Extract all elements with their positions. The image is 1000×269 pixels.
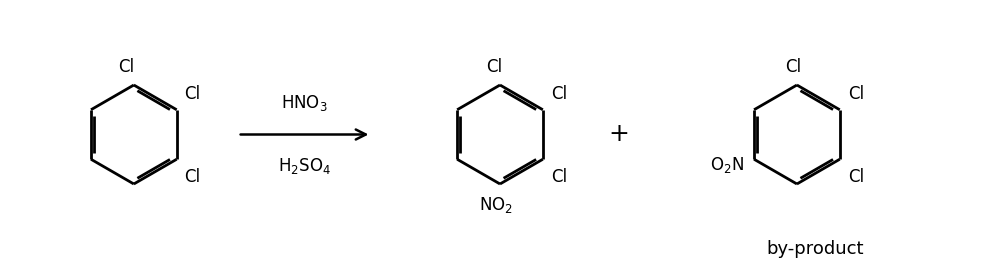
Text: Cl: Cl [185, 168, 201, 186]
Text: Cl: Cl [785, 58, 801, 76]
Text: Cl: Cl [848, 168, 864, 186]
Text: Cl: Cl [551, 168, 567, 186]
Text: Cl: Cl [848, 85, 864, 103]
Text: Cl: Cl [185, 85, 201, 103]
Text: Cl: Cl [551, 85, 567, 103]
Text: O$_2$N: O$_2$N [710, 155, 744, 175]
Text: +: + [608, 122, 629, 147]
Text: NO$_2$: NO$_2$ [479, 195, 513, 215]
Text: HNO$_3$: HNO$_3$ [281, 93, 328, 113]
Text: H$_2$SO$_4$: H$_2$SO$_4$ [278, 156, 331, 176]
Text: Cl: Cl [118, 58, 134, 76]
Text: by-product: by-product [766, 240, 863, 258]
Text: Cl: Cl [486, 58, 502, 76]
